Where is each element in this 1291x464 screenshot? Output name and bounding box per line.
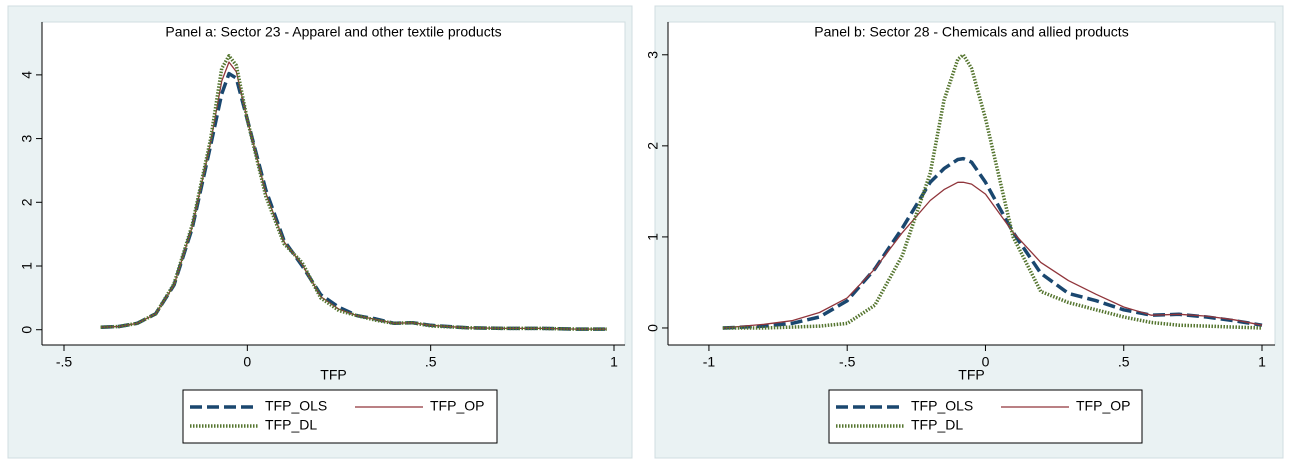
legend-label: TFP_OLS [265,398,327,414]
y-tick-label: 0 [645,324,661,332]
x-tick-label: -.5 [839,354,856,370]
x-tick-label: .5 [1118,354,1130,370]
panel: Panel b: Sector 28 - Chemicals and allie… [645,5,1284,459]
density-line [100,54,607,331]
x-tick-label: 1 [610,354,618,370]
panel: Panel a: Sector 23 - Apparel and other t… [7,5,633,459]
chart-title: Panel b: Sector 28 - Chemicals and allie… [814,24,1128,40]
legend-label: TFP_OLS [911,398,973,414]
legend: TFP_OLS TFP_OP TFP_DL [828,389,1143,444]
x-axis-label: TFP [958,367,984,383]
legend: TFP_OLS TFP_OP TFP_DL [182,389,498,444]
legend-label: TFP_OP [1076,398,1130,414]
chart-title: Panel a: Sector 23 - Apparel and other t… [165,24,501,40]
y-tick-label: 3 [645,51,661,59]
y-tick-label: 4 [19,71,35,79]
y-tick-label: 2 [645,142,661,150]
y-tick-label: 3 [19,134,35,142]
density-line [100,61,607,330]
x-tick-label: -.5 [56,354,73,370]
legend-box [182,389,498,444]
legend-box [828,389,1143,444]
density-line [722,53,1263,330]
legend-label: TFP_DL [265,417,317,433]
y-tick-label: 2 [19,198,35,206]
x-tick-label: .5 [425,354,437,370]
legend-label: TFP_OP [430,398,484,414]
x-tick-label: -1 [703,354,716,370]
plot-area [41,21,626,346]
x-tick-label: 0 [243,354,251,370]
y-tick-label: 0 [19,326,35,334]
x-axis-label: TFP [320,367,346,383]
density-line [722,181,1263,329]
x-tick-label: 0 [982,354,990,370]
x-tick-label: 1 [1258,354,1266,370]
y-tick-label: 1 [645,233,661,241]
legend-label: TFP_DL [911,417,963,433]
y-tick-label: 1 [19,262,35,270]
